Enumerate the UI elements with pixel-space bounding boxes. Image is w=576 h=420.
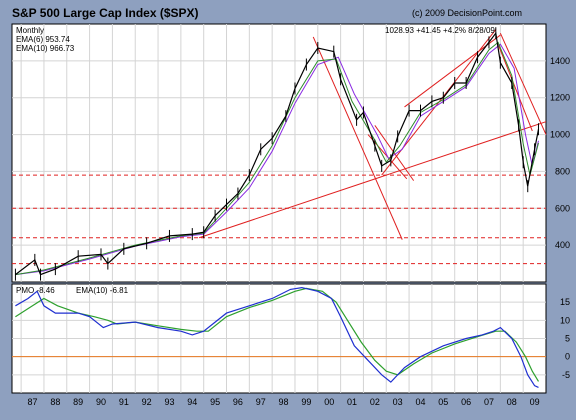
x-tick-label: 05	[438, 397, 448, 407]
pmo-line	[15, 286, 539, 388]
x-tick-label: 06	[461, 397, 471, 407]
x-tick-label: 88	[50, 397, 60, 407]
x-tick-label: 94	[187, 397, 197, 407]
x-tick-label: 08	[507, 397, 517, 407]
x-tick-label: 98	[279, 397, 289, 407]
x-tick-label: 99	[301, 397, 311, 407]
x-tick-label: 07	[484, 397, 494, 407]
x-tick-label: 95	[210, 397, 220, 407]
legend-ema6: EMA(6) 953.74	[16, 35, 70, 44]
pmo-grid	[12, 284, 546, 393]
trendline	[198, 121, 547, 239]
pmo-legend-pmo: PMO -8.46	[16, 286, 55, 295]
trendline	[499, 33, 547, 135]
x-tick-label: 90	[96, 397, 106, 407]
x-tick-label: 97	[256, 397, 266, 407]
ema6-line	[15, 41, 539, 276]
x-tick-labels: 87 88 89 90 91 92 93 94 95 96 97 98 99 00 01 02 03 04 05 06…	[28, 397, 540, 407]
pmo-y-tick-label: -5	[562, 370, 570, 380]
x-tick-label: 02	[370, 397, 380, 407]
x-tick-label: 03	[393, 397, 403, 407]
x-tick-label: 09	[530, 397, 540, 407]
x-tick-label: 96	[233, 397, 243, 407]
legend-period: Monthly	[16, 26, 44, 35]
spx-price-line	[15, 31, 540, 276]
price-y-tick-label: 800	[555, 166, 570, 176]
price-y-tick-label: 600	[555, 203, 570, 213]
pmo-y-tick-label: 0	[565, 352, 570, 362]
price-y-tick-label: 1200	[550, 93, 570, 103]
support-levels	[12, 174, 546, 265]
price-y-tick-label: 1000	[550, 130, 570, 140]
x-tick-label: 87	[28, 397, 38, 407]
y-tick-labels: 400 600 800 1000 1200 1400 -5 0 5 10 15	[550, 56, 570, 380]
pmo-legend-ema: EMA(10) -6.81	[76, 286, 129, 295]
pmo-y-tick-label: 10	[560, 315, 570, 325]
legend-quote: 1028.93 +41.45 +4.2% 8/28/09	[385, 26, 495, 35]
price-y-tick-label: 1400	[550, 56, 570, 66]
x-tick-label: 00	[324, 397, 334, 407]
x-tick-label: 93	[164, 397, 174, 407]
x-tick-label: 92	[142, 397, 152, 407]
price-y-tick-label: 400	[555, 240, 570, 250]
legend-ema10: EMA(10) 966.73	[16, 44, 75, 53]
trendline	[312, 36, 403, 240]
pmo-y-tick-label: 15	[560, 297, 570, 307]
x-tick-label: 91	[119, 397, 129, 407]
x-tick-label: 01	[347, 397, 357, 407]
pmo-series-group	[15, 286, 540, 388]
x-tick-label: 89	[73, 397, 83, 407]
copyright: (c) 2009 DecisionPoint.com	[412, 8, 522, 18]
chart-title: S&P 500 Large Cap Index ($SPX)	[12, 6, 199, 20]
price-series-group	[14, 27, 540, 281]
trendline	[404, 34, 501, 108]
ema10-line	[15, 43, 539, 276]
trendline	[497, 44, 533, 132]
pmo-y-tick-label: 5	[565, 334, 570, 344]
price-panel	[11, 23, 547, 283]
x-tick-label: 04	[415, 397, 425, 407]
